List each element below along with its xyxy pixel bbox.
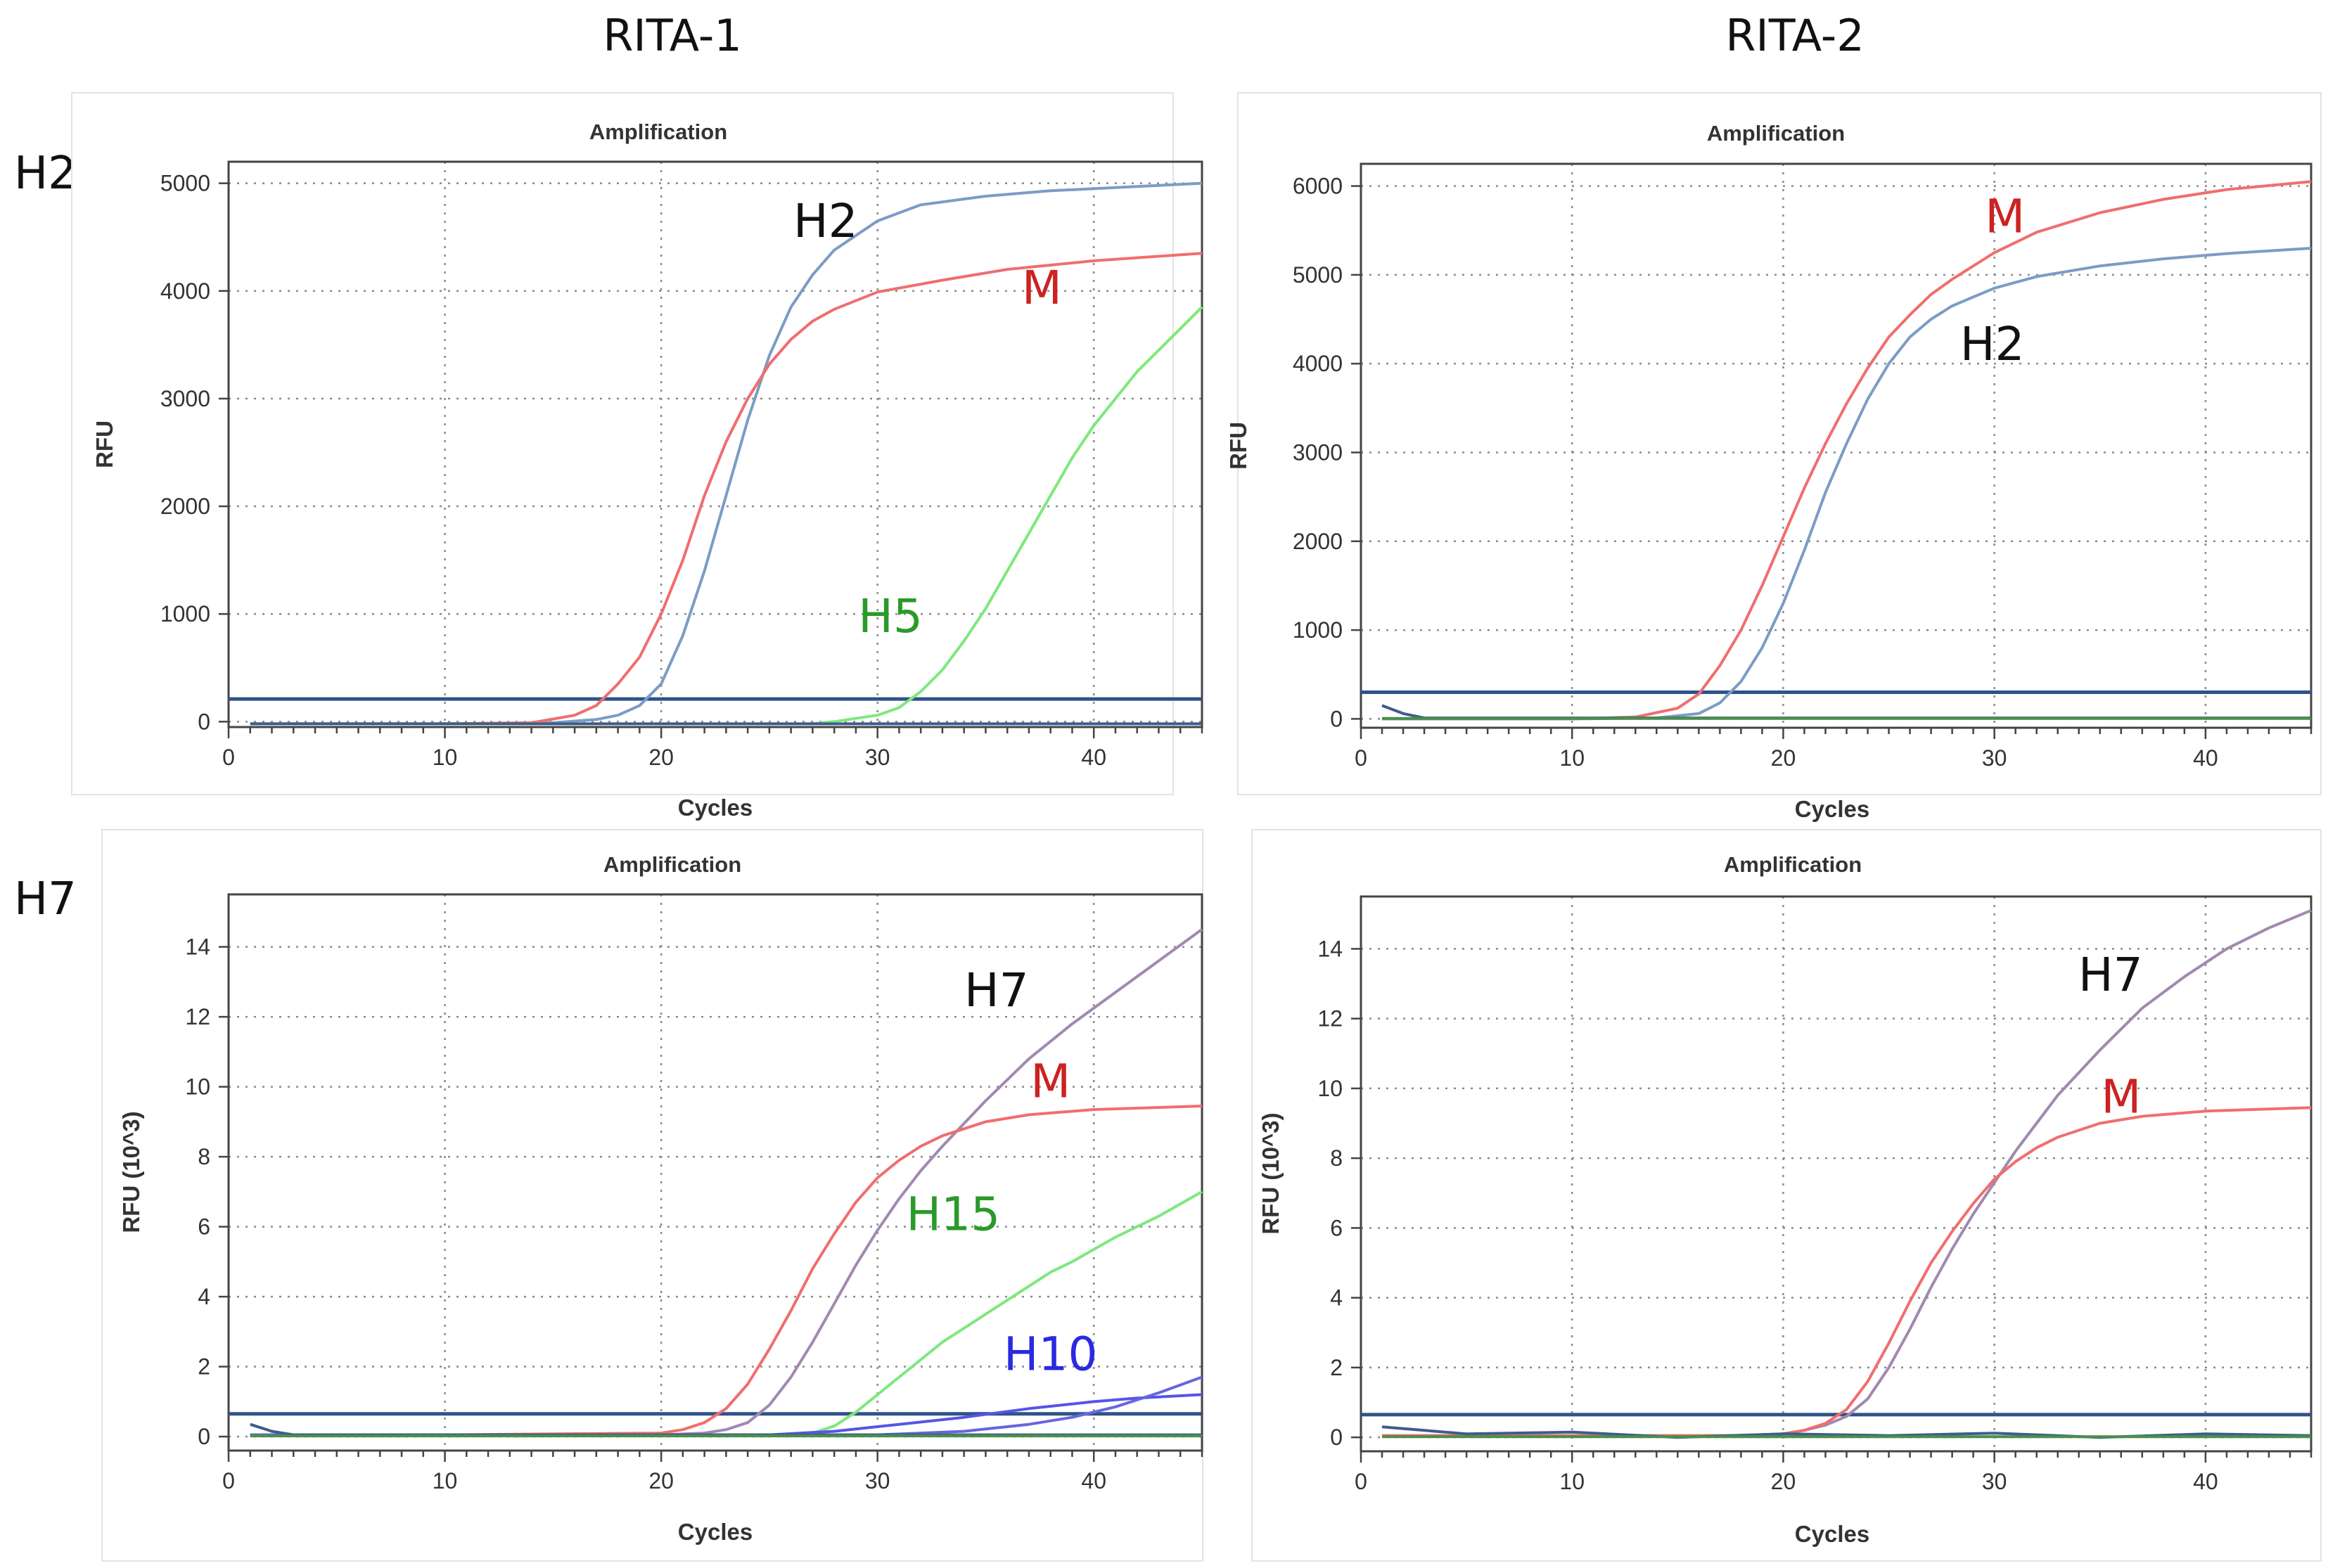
- curve-label-m: M: [2101, 1070, 2141, 1124]
- x-tick-label: 40: [1081, 1468, 1106, 1493]
- y-tick-label: 3000: [1293, 439, 1343, 465]
- chart-panel-h7-rita1: 0 10 20 30 40 0 2 4 6 8 10 12 14 Amplification Cycles R…: [101, 829, 1203, 1562]
- panel-frame: [71, 92, 1174, 795]
- series-line-m: [250, 1105, 1203, 1437]
- x-tick-label: 0: [1355, 745, 1367, 771]
- plot-area: [1360, 162, 2313, 729]
- y-tick-label: 1000: [160, 601, 210, 626]
- y-tick-label: 2: [198, 1354, 210, 1380]
- y-axis-label: RFU (10^3): [118, 1111, 144, 1233]
- y-tick-label: 12: [185, 1004, 210, 1029]
- y-tick-label: 2000: [1293, 529, 1343, 554]
- y-tick-label: 4000: [1293, 351, 1343, 376]
- y-tick-label: 4: [1330, 1285, 1343, 1311]
- y-tick-label: 0: [198, 1424, 210, 1449]
- x-tick-label: 10: [1559, 1469, 1585, 1494]
- y-tick-label: 5000: [160, 171, 210, 196]
- series-line-h7: [1382, 908, 2312, 1437]
- y-tick-label: 10: [185, 1074, 210, 1100]
- column-title-rita-2: RITA-2: [1725, 10, 1864, 61]
- curve-label-h7: H7: [2078, 948, 2143, 1002]
- chart-title: Amplification: [1724, 852, 1862, 877]
- x-tick-label: 40: [2193, 1469, 2218, 1494]
- chart-title: Amplification: [1707, 121, 1845, 146]
- series-line-m: [1382, 180, 2312, 721]
- series-line-h15: [250, 1190, 1203, 1437]
- y-tick-label: 12: [1317, 1006, 1343, 1032]
- x-tick-label: 0: [1355, 1469, 1367, 1494]
- curve-label-m: M: [1030, 1055, 1070, 1109]
- row-label-h2: H2: [14, 148, 77, 200]
- y-axis-label: RFU: [1225, 422, 1251, 470]
- x-tick-label: 30: [865, 745, 890, 770]
- x-axis-label: Cycles: [678, 795, 753, 821]
- y-tick-label: 4: [198, 1284, 210, 1309]
- curve-label-h10: H10: [1004, 1328, 1098, 1382]
- x-tick-label: 40: [1081, 745, 1106, 770]
- curve-label-h2: H2: [1960, 317, 2025, 371]
- y-axis-label: RFU: [91, 420, 117, 468]
- y-axis-label: RFU (10^3): [1258, 1112, 1284, 1234]
- y-tick-label: 10: [1317, 1076, 1343, 1101]
- y-tick-label: 6: [198, 1214, 210, 1240]
- y-tick-label: 14: [185, 934, 210, 960]
- x-tick-label: 20: [648, 1468, 674, 1493]
- curve-label-h5: H5: [858, 589, 923, 643]
- series-line-h7: [250, 928, 1203, 1437]
- y-tick-label: 2: [1330, 1355, 1343, 1380]
- series-line-h5: [250, 306, 1203, 726]
- x-axis-label: Cycles: [1795, 1521, 1869, 1547]
- y-tick-label: 0: [1330, 706, 1343, 731]
- chart-title: Amplification: [589, 120, 727, 144]
- x-tick-label: 0: [222, 745, 235, 770]
- y-tick-label: 6000: [1293, 174, 1343, 199]
- x-tick-label: 40: [2193, 745, 2218, 771]
- x-tick-label: 10: [1559, 745, 1585, 771]
- panel-frame: [1251, 829, 2322, 1562]
- plot-area: [227, 160, 1203, 728]
- x-tick-label: 20: [1771, 745, 1796, 771]
- series-line-m: [1382, 1106, 2312, 1437]
- y-tick-label: 6: [1330, 1215, 1343, 1240]
- y-tick-label: 0: [198, 709, 210, 734]
- curve-label-m: M: [1022, 261, 1062, 315]
- x-axis-label: Cycles: [678, 1519, 753, 1545]
- chart-title: Amplification: [603, 852, 741, 877]
- series-line-h2: [250, 181, 1203, 726]
- y-tick-label: 8: [1330, 1145, 1343, 1171]
- y-tick-label: 5000: [1293, 262, 1343, 288]
- y-tick-label: 1000: [1293, 617, 1343, 643]
- chart-panel-h7-rita2: 0 10 20 30 40 0 2 4 6 8 10 12 14 Amplification Cycles R…: [1251, 829, 2322, 1562]
- x-tick-label: 20: [648, 745, 674, 770]
- curve-label-h15: H15: [906, 1188, 1000, 1242]
- x-tick-label: 30: [1982, 1469, 2007, 1494]
- y-tick-label: 2000: [160, 494, 210, 519]
- series-line-baseline: [1381, 704, 2311, 720]
- y-tick-label: 4000: [160, 278, 210, 304]
- chart-panel-h2-rita1: 0 10 20 30 40 0 1000 2000 3000 4000 5000 Amplificat…: [71, 92, 1203, 821]
- x-tick-label: 0: [222, 1468, 235, 1493]
- series-line-h2: [1382, 247, 2312, 721]
- x-tick-label: 30: [865, 1468, 890, 1493]
- y-tick-label: 3000: [160, 386, 210, 411]
- x-tick-label: 20: [1771, 1469, 1796, 1494]
- series-line-m: [250, 252, 1203, 726]
- x-tick-label: 10: [433, 745, 458, 770]
- y-tick-label: 8: [198, 1144, 210, 1169]
- y-tick-label: 0: [1330, 1425, 1343, 1450]
- row-label-h7: H7: [14, 873, 77, 925]
- chart-panel-h2-rita2: 0 10 20 30 40 0 1000 2000 3000 4000 5000 6000 Amplif…: [1225, 92, 2322, 822]
- x-tick-label: 10: [433, 1468, 458, 1493]
- panel-frame: [1237, 92, 2322, 795]
- plot-area: [1360, 895, 2313, 1453]
- y-tick-label: 14: [1317, 936, 1343, 961]
- curve-label-m: M: [1985, 189, 2025, 243]
- x-tick-label: 30: [1982, 745, 2007, 771]
- curve-label-h2: H2: [793, 194, 858, 248]
- curve-label-h7: H7: [964, 963, 1029, 1017]
- x-axis-label: Cycles: [1795, 796, 1869, 822]
- column-title-rita-1: RITA-1: [603, 10, 741, 61]
